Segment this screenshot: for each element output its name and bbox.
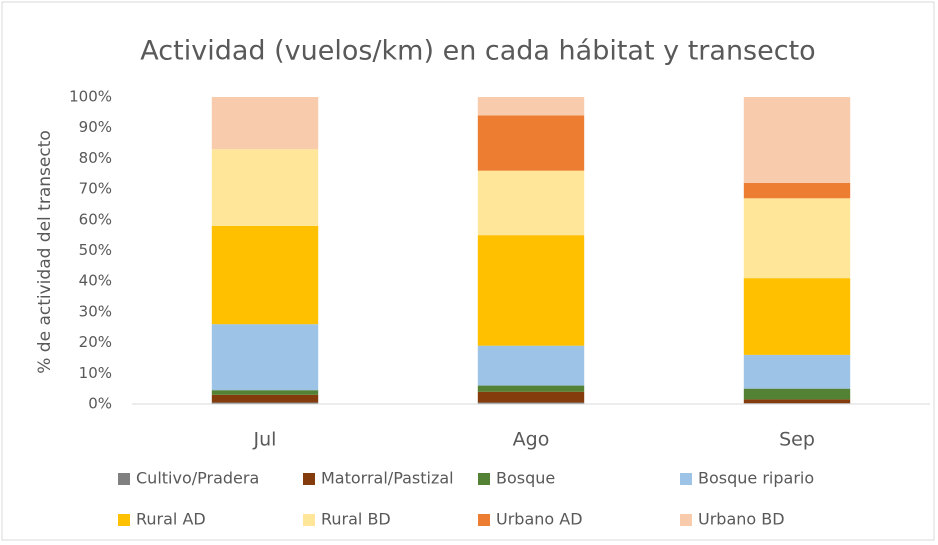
bar-segment bbox=[743, 278, 851, 355]
bar-segment bbox=[477, 402, 585, 404]
bar-segment bbox=[211, 390, 319, 395]
bar-segment bbox=[743, 198, 851, 279]
legend-swatch bbox=[680, 514, 692, 526]
bar-segment bbox=[477, 385, 585, 392]
y-tick-label: 50% bbox=[79, 241, 112, 259]
legend-swatch bbox=[303, 514, 315, 526]
legend-label: Bosque bbox=[496, 469, 555, 488]
legend-swatch bbox=[118, 473, 130, 485]
legend-swatch bbox=[118, 514, 130, 526]
y-tick-label: 70% bbox=[79, 180, 112, 198]
legend-label: Matorral/Pastizal bbox=[321, 469, 454, 488]
bar-segment bbox=[743, 354, 851, 389]
y-tick-label: 60% bbox=[79, 210, 112, 228]
y-axis-label: % de actividad del transecto bbox=[35, 130, 55, 374]
y-tick-label: 90% bbox=[79, 118, 112, 136]
y-tick-label: 30% bbox=[79, 302, 112, 320]
bar-segment bbox=[743, 97, 851, 183]
bar-segment bbox=[743, 399, 851, 404]
bar-segment bbox=[211, 394, 319, 403]
bar-segment bbox=[211, 97, 319, 150]
y-tick-label: 20% bbox=[79, 333, 112, 351]
bar-segment bbox=[211, 324, 319, 391]
legend-swatch bbox=[478, 473, 490, 485]
x-tick-label: Sep bbox=[779, 429, 815, 451]
x-tick-label: Ago bbox=[513, 429, 550, 451]
legend-label: Urbano BD bbox=[698, 510, 785, 529]
y-tick-label: 40% bbox=[79, 272, 112, 290]
chart-title: Actividad (vuelos/km) en cada hábitat y … bbox=[140, 36, 815, 67]
bar-segment bbox=[477, 97, 585, 116]
y-tick-label: 0% bbox=[88, 395, 112, 413]
legend-label: Cultivo/Pradera bbox=[136, 469, 259, 488]
bar-segment bbox=[477, 170, 585, 236]
legend-swatch bbox=[303, 473, 315, 485]
bar-segment bbox=[477, 345, 585, 386]
bar-segment bbox=[211, 402, 319, 404]
legend-label: Urbano AD bbox=[496, 510, 583, 529]
y-tick-label: 80% bbox=[79, 149, 112, 167]
bar-segment bbox=[477, 115, 585, 171]
x-tick-label: Jul bbox=[253, 429, 277, 451]
bar-segment bbox=[211, 225, 319, 325]
bar-segment bbox=[743, 182, 851, 199]
legend-label: Bosque ripario bbox=[698, 469, 814, 488]
bar-segment bbox=[477, 391, 585, 403]
legend-label: Rural BD bbox=[321, 510, 391, 529]
bar-segment bbox=[211, 149, 319, 226]
legend-swatch bbox=[680, 473, 692, 485]
bar-segment bbox=[477, 235, 585, 346]
y-tick-label: 10% bbox=[79, 364, 112, 382]
legend-label: Rural AD bbox=[136, 510, 206, 529]
y-tick-label: 100% bbox=[69, 88, 112, 106]
legend-swatch bbox=[478, 514, 490, 526]
bar-segment bbox=[743, 388, 851, 400]
